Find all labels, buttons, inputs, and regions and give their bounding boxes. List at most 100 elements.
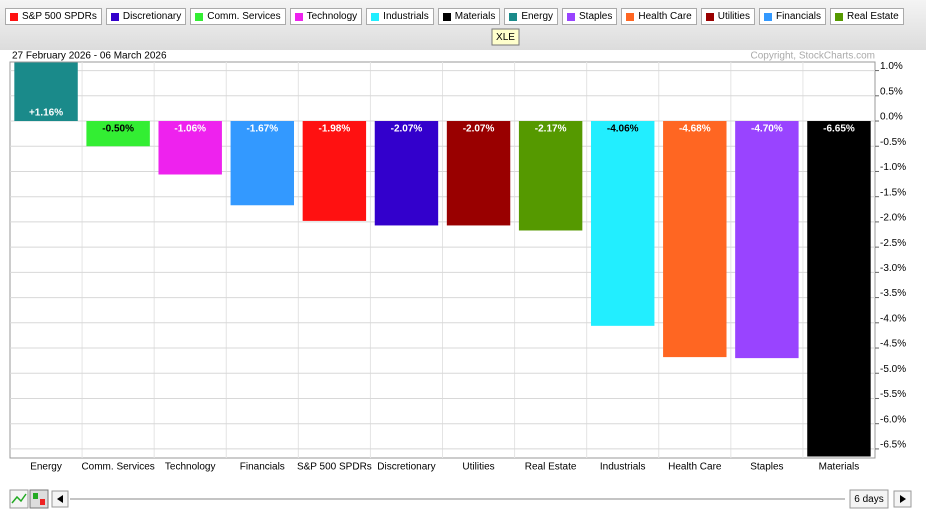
legend-swatch [705,12,714,21]
legend-swatch [509,12,518,21]
bar [807,121,871,457]
bar [158,121,222,175]
legend-swatch [626,12,635,21]
legend-item[interactable]: Health Care [621,8,697,25]
y-tick-label: -1.0% [880,162,906,173]
bar [14,62,78,122]
bar [86,121,150,147]
x-tick-label: Utilities [462,462,494,473]
legend-item[interactable]: Energy [504,8,559,25]
legend-item[interactable]: S&P 500 SPDRs [5,8,102,25]
y-tick-label: -3.5% [880,288,906,299]
plot-area: 1.0% 0.5% 0.0% -0.5% -1.0% -1.5% -2.0% -2.5% -3.… [9,61,906,473]
bar [374,121,439,226]
legend-swatch [371,12,380,21]
value-label: -4.68% [679,124,711,135]
bar-icon [33,493,38,499]
legend-swatch [763,12,772,21]
legend-label: Industrials [383,11,429,22]
value-label: -2.07% [463,124,495,135]
legend-label: Materials [454,11,496,22]
value-label: -2.07% [391,124,423,135]
period-label: 6 days [854,494,883,505]
legend-item[interactable]: Utilities [700,8,755,25]
y-tick-label: -5.5% [880,389,906,400]
y-tick-label: 0.0% [880,112,903,123]
bar [735,121,799,359]
legend: S&P 500 SPDRs Discretionary Comm. Services… [5,8,904,25]
x-tick-label: Comm. Services [81,462,154,473]
legend-label: Comm. Services [207,11,281,22]
legend-item[interactable]: Discretionary [105,8,187,25]
legend-label: Technology [306,11,358,22]
bar [446,121,511,226]
legend-item[interactable]: Staples [562,8,618,25]
tooltip: XLE [496,32,515,43]
bar [518,121,583,231]
legend-item[interactable]: Industrials [366,8,434,25]
legend-label: Real Estate [847,11,899,22]
legend-item[interactable]: Comm. Services [190,8,286,25]
legend-item[interactable]: Materials [437,8,501,25]
tooltip-box [491,28,520,46]
value-label: -6.65% [823,124,855,135]
value-label: -1.67% [246,124,278,135]
y-tick-label: -5.0% [880,364,906,375]
period-button[interactable] [849,489,889,509]
bar [663,121,727,358]
legend-label: Energy [521,11,554,22]
x-tick-label: Financials [240,462,285,473]
value-label: -4.06% [607,124,639,135]
bar [590,121,655,326]
bar [302,121,367,221]
x-tick-label: Materials [819,462,860,473]
legend-swatch [442,12,451,21]
y-tick-label: 0.5% [880,86,903,97]
x-tick-label: Health Care [668,462,722,473]
x-tick-label: Real Estate [525,462,577,473]
y-tick-label: -3.0% [880,263,906,274]
x-tick-label: Energy [30,462,62,473]
value-label: -1.06% [174,124,206,135]
bar-type-button[interactable] [29,489,49,509]
legend-label: S&P 500 SPDRs [22,11,97,22]
legend-item[interactable]: Technology [289,8,363,25]
y-tick-label: -6.0% [880,414,906,425]
arrow-icon [57,495,63,503]
y-tick-label: -6.5% [880,440,906,451]
legend-swatch [294,12,303,21]
y-tick-label: -0.5% [880,137,906,148]
legend-label: Staples [579,11,613,22]
legend-swatch [110,12,119,21]
legend-swatch [10,12,18,21]
value-label: +1.16% [29,108,63,119]
y-tick-label: -4.0% [880,313,906,324]
x-tick-label: Staples [750,462,783,473]
value-label: -0.50% [102,124,134,135]
date-range: 27 February 2026 - 06 March 2026 [12,51,167,62]
legend-label: Financials [775,11,821,22]
value-label: -2.17% [535,124,567,135]
legend-label: Utilities [717,11,750,22]
legend-label: Discretionary [122,11,182,22]
x-tick-label: S&P 500 SPDRs [297,462,372,473]
legend-swatch [835,12,843,21]
y-tick-label: 1.0% [880,61,903,72]
legend-item[interactable]: Real Estate [830,8,904,25]
bar [230,121,295,206]
legend-item[interactable]: Financials [758,8,826,25]
line-icon [11,493,27,504]
y-tick-label: -2.5% [880,238,906,249]
legend-label: Health Care [638,11,692,22]
x-tick-label: Technology [165,462,216,473]
x-tick-label: Discretionary [377,462,435,473]
legend-swatch [195,12,204,21]
value-label: -4.70% [751,124,783,135]
copyright: Copyright, StockCharts.com [751,51,876,62]
bar-icon [40,499,45,505]
y-tick-label: -2.0% [880,213,906,224]
value-label: -1.98% [319,124,351,135]
arrow-icon [900,495,906,503]
